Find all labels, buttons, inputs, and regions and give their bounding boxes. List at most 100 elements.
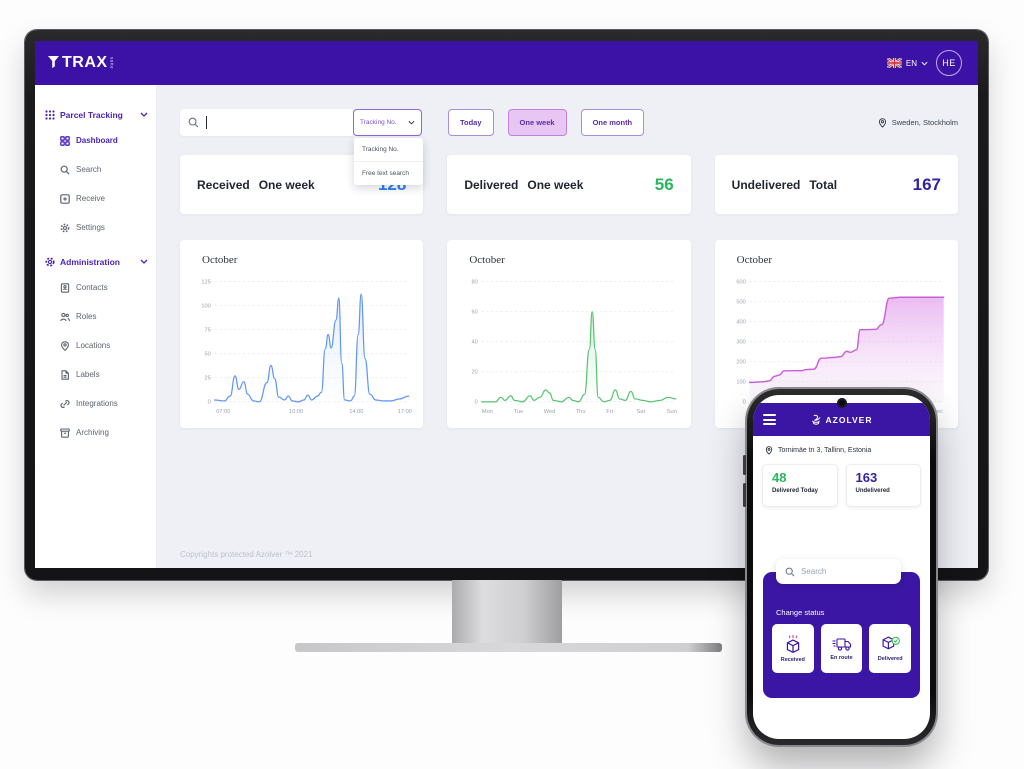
section-label: Parcel Tracking bbox=[60, 109, 123, 120]
search-input[interactable] bbox=[180, 109, 353, 136]
svg-text:100: 100 bbox=[201, 304, 210, 310]
stat-label: Undelivered bbox=[855, 488, 890, 494]
svg-text:0: 0 bbox=[742, 400, 745, 406]
stat-period: Total bbox=[809, 177, 838, 192]
svg-text:17:00: 17:00 bbox=[398, 409, 412, 415]
stat-card-delivered: Delivered One week 56 bbox=[447, 155, 691, 214]
line-chart-delivered: 0 20 40 60 80 Mon Tue Wed Thu Fri Sat Sun bbox=[472, 280, 677, 416]
sidebar-item-archiving[interactable]: Archiving bbox=[35, 418, 156, 447]
phone-volume-up-button bbox=[743, 455, 746, 475]
badge-gear-icon bbox=[44, 256, 55, 267]
search-type-dropdown-button[interactable]: Tracking No. bbox=[353, 109, 422, 136]
chart-title: October bbox=[202, 254, 238, 266]
app-name: AZOLVER bbox=[825, 414, 873, 425]
phone-volume-down-button bbox=[743, 483, 746, 507]
link-icon bbox=[59, 398, 70, 409]
sidebar-item-settings[interactable]: Settings bbox=[35, 213, 156, 242]
svg-text:400: 400 bbox=[736, 320, 745, 326]
phone-search-input[interactable] bbox=[801, 567, 881, 576]
change-status-panel: Change status Received bbox=[763, 572, 920, 698]
app-header: TRAX suite EN bbox=[35, 41, 978, 85]
sidebar-item-contacts[interactable]: Contacts bbox=[35, 273, 156, 302]
status-tile-delivered[interactable]: Delivered bbox=[869, 624, 912, 673]
dashboard-icon bbox=[59, 135, 70, 146]
svg-text:Tue: Tue bbox=[514, 409, 524, 415]
sidebar-item-search[interactable]: Search bbox=[35, 155, 156, 184]
avatar-initials: HE bbox=[942, 58, 956, 68]
phone-frame: AZOLVER Tornimäe tn 3, Tallinn, Estonia … bbox=[743, 389, 936, 745]
dropdown-option-tracking-no[interactable]: Tracking No. bbox=[362, 146, 399, 153]
svg-text:50: 50 bbox=[205, 352, 211, 358]
svg-text:Wed: Wed bbox=[544, 409, 556, 415]
svg-text:07:00: 07:00 bbox=[216, 409, 230, 415]
status-tile-received[interactable]: Received bbox=[772, 624, 814, 673]
stat-title: Received bbox=[197, 177, 250, 192]
phone-screen: AZOLVER Tornimäe tn 3, Tallinn, Estonia … bbox=[753, 395, 930, 739]
svg-text:Thu: Thu bbox=[576, 409, 586, 415]
svg-text:20: 20 bbox=[472, 370, 478, 376]
period-button-one-week[interactable]: One week bbox=[507, 109, 567, 136]
monitor-stand-base bbox=[295, 643, 722, 652]
status-tile-label: En route bbox=[830, 655, 853, 661]
chart-card-received-hourly: October 0 25 50 75 100 125 07:00 10:00 14:00 17:0… bbox=[180, 240, 424, 428]
sidebar-item-integrations[interactable]: Integrations bbox=[35, 389, 156, 418]
svg-text:300: 300 bbox=[736, 340, 745, 346]
box-delivered-icon bbox=[882, 636, 900, 650]
dropdown-option-free-text[interactable]: Free text search bbox=[354, 161, 423, 185]
phone-address[interactable]: Tornimäe tn 3, Tallinn, Estonia bbox=[765, 446, 918, 455]
phone-stat-undelivered: 163 Undelivered bbox=[845, 464, 921, 507]
gear-icon bbox=[59, 222, 70, 233]
copyright-note: Copyrights protected Azolver ™ 2021 bbox=[180, 550, 313, 559]
svg-text:Sun: Sun bbox=[667, 409, 677, 415]
stat-period: One week bbox=[258, 177, 315, 192]
archive-box-icon bbox=[59, 427, 70, 438]
svg-text:80: 80 bbox=[472, 280, 478, 286]
sidebar-item-roles[interactable]: Roles bbox=[35, 302, 156, 331]
svg-text:60: 60 bbox=[472, 310, 478, 316]
menu-icon[interactable] bbox=[763, 414, 776, 425]
sidebar-item-label: Settings bbox=[76, 223, 105, 232]
stat-title: Delivered bbox=[464, 177, 519, 192]
svg-text:0: 0 bbox=[475, 400, 478, 406]
status-tile-label: Delivered bbox=[877, 656, 903, 662]
period-button-one-month[interactable]: One month bbox=[580, 109, 645, 136]
avatar[interactable]: HE bbox=[936, 50, 962, 76]
sidebar-item-receive[interactable]: Receive bbox=[35, 184, 156, 213]
stat-period: One week bbox=[527, 177, 584, 192]
sidebar-item-label: Search bbox=[76, 165, 102, 174]
stat-card-undelivered: Undelivered Total 167 bbox=[714, 155, 958, 214]
sidebar-item-label: Contacts bbox=[76, 283, 108, 292]
sidebar-item-label: Receive bbox=[76, 194, 105, 203]
status-tile-label: Received bbox=[780, 656, 805, 663]
sidebar-item-label: Archiving bbox=[76, 428, 109, 437]
phone-camera bbox=[836, 398, 847, 408]
line-chart-received: 0 25 50 75 100 125 07:00 10:00 14:00 17:00 bbox=[201, 280, 412, 416]
sidebar: Parcel Tracking Dashboard bbox=[35, 85, 157, 568]
swan-logo-icon bbox=[811, 414, 820, 425]
period-button-today[interactable]: Today bbox=[448, 109, 494, 136]
location-pin-icon bbox=[59, 340, 70, 351]
location-pin-icon bbox=[878, 117, 886, 128]
uk-flag-icon bbox=[886, 58, 902, 68]
sidebar-item-locations[interactable]: Locations bbox=[35, 331, 156, 360]
sidebar-item-dashboard[interactable]: Dashboard bbox=[35, 126, 156, 155]
sidebar-section-parcel-tracking[interactable]: Parcel Tracking bbox=[35, 103, 156, 126]
grid-dots-icon bbox=[44, 109, 55, 120]
sidebar-item-label: Integrations bbox=[76, 399, 118, 408]
svg-text:600: 600 bbox=[736, 280, 745, 286]
logo-text: TRAX bbox=[62, 54, 108, 71]
sidebar-item-labels[interactable]: Labels bbox=[35, 360, 156, 389]
location-label: Sweden, Stockholm bbox=[891, 118, 958, 127]
phone-app-bar: AZOLVER bbox=[753, 403, 930, 436]
search-icon bbox=[59, 164, 70, 175]
stat-value: 56 bbox=[654, 174, 674, 194]
sidebar-section-administration[interactable]: Administration bbox=[35, 250, 156, 273]
phone-search-bar[interactable] bbox=[776, 559, 901, 584]
location-indicator[interactable]: Sweden, Stockholm bbox=[878, 117, 958, 128]
status-tile-en-route[interactable]: En route bbox=[820, 624, 863, 673]
chart-card-delivered-weekly: October 0 20 40 60 80 Mon Tue Wed Thu Fri Sat Sun bbox=[447, 240, 691, 428]
monitor-stand-neck bbox=[452, 580, 562, 644]
language-selector[interactable]: EN bbox=[886, 58, 928, 68]
monitor-frame: TRAX suite EN bbox=[25, 30, 988, 580]
